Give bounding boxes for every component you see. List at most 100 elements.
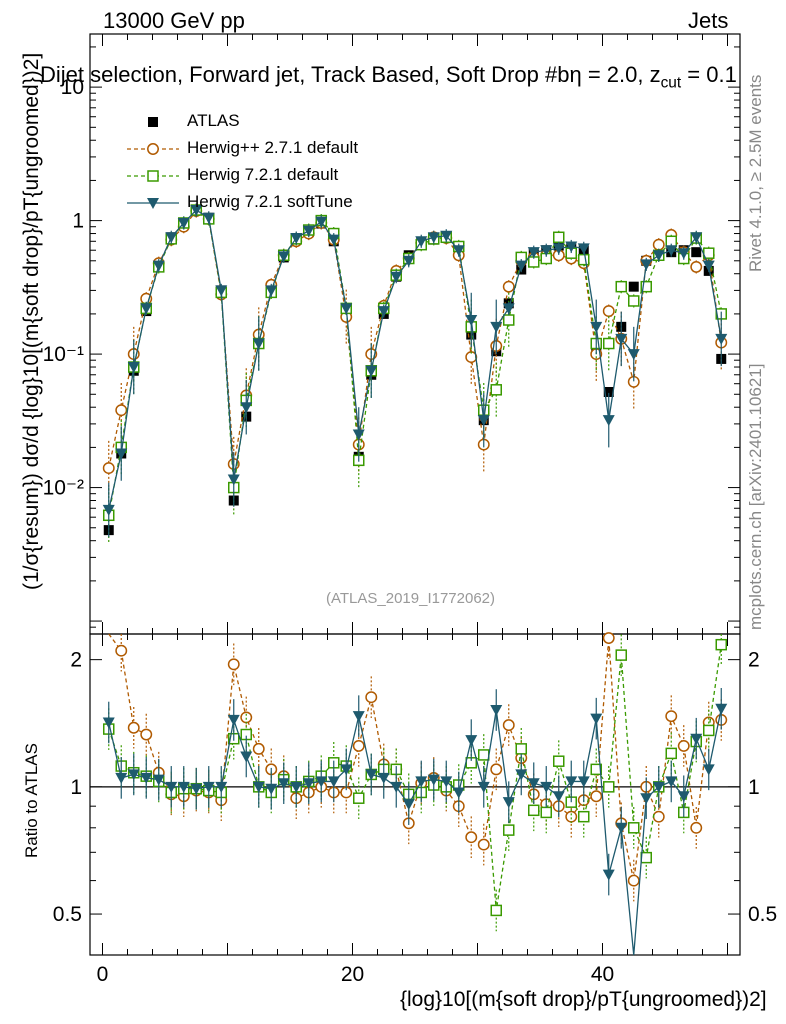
main-point <box>115 448 128 460</box>
legend-swatch <box>127 170 179 182</box>
main-line <box>108 210 722 469</box>
ratio-point <box>365 769 378 781</box>
ratio-point <box>615 649 627 661</box>
main-point <box>252 338 265 350</box>
axes-frame: 0 20 40 10⁻² 10⁻¹ 1 10 0.5 0.5 1 1 2 2 <box>43 33 777 986</box>
ratio-point <box>665 710 678 723</box>
main-point <box>691 247 702 258</box>
main-point <box>102 462 115 475</box>
main-point <box>702 260 715 272</box>
ratio-point <box>127 769 140 781</box>
main-point <box>603 337 615 350</box>
main-point <box>402 255 415 267</box>
ratio-panel-frame <box>89 633 741 956</box>
ratio-point <box>552 791 565 803</box>
ratio-point <box>590 790 603 803</box>
main-point <box>503 314 515 326</box>
legend-entry: Herwig 7.2.1 default <box>125 164 425 188</box>
main-point <box>377 306 390 318</box>
ratio-point <box>290 781 303 793</box>
ratio-point <box>465 735 478 747</box>
main-point <box>640 280 652 293</box>
ratio-point <box>265 783 278 795</box>
ratio-point <box>215 781 228 793</box>
main-point <box>552 243 565 255</box>
main-series-herwig-7-2-1-softtune <box>102 203 728 538</box>
ratio-y-tick-label-right: 0.5 <box>748 903 777 926</box>
main-point <box>652 250 665 262</box>
ratio-point <box>652 810 665 823</box>
main-point <box>265 285 278 297</box>
ratio-point <box>490 904 502 917</box>
ratio-point <box>502 797 515 809</box>
ratio-point <box>715 638 727 651</box>
legend-entry: Herwig++ 2.7.1 default <box>125 137 425 161</box>
main-point <box>690 232 703 244</box>
main-point <box>490 321 503 333</box>
main-point <box>477 415 490 427</box>
ratio-point <box>515 743 527 755</box>
ratio-point <box>590 713 603 725</box>
main-point <box>127 362 140 374</box>
ratio-point <box>353 792 365 804</box>
mcplots-credit-label: mcplots.cern.ch [arXiv:2401.10621] <box>746 363 765 630</box>
ratio-point <box>652 781 665 793</box>
main-point <box>427 232 440 244</box>
ratio-point <box>602 869 615 881</box>
main-point <box>627 349 640 361</box>
main-point <box>240 402 253 414</box>
main-y-axis-title: (1/σ{resum}) dσ/d {log}10[(m{soft drop}/… <box>20 52 43 590</box>
plot-title-eta: η <box>569 62 582 87</box>
legend-marker <box>147 198 159 209</box>
header-process: Jets <box>688 8 729 33</box>
ratio-point <box>202 781 215 793</box>
legend-marker <box>147 170 159 182</box>
ratio-line <box>108 644 722 911</box>
ratio-point <box>252 781 265 793</box>
legend-entry: ATLAS <box>125 110 425 134</box>
ratio-point <box>302 778 315 790</box>
ratio-y-tick-label: 1 <box>70 776 82 799</box>
ratio-point <box>503 824 515 836</box>
main-y-tick-label: 10 <box>61 76 84 99</box>
main-point <box>352 429 365 441</box>
main-point <box>553 231 565 244</box>
ratio-point <box>440 776 453 788</box>
legend-swatch <box>148 117 158 127</box>
main-point <box>227 474 240 486</box>
main-point <box>277 251 290 263</box>
plot-title: Dijet selection, Forward jet, Track Base… <box>40 62 737 92</box>
ratio-y-axis-title: Ratio to ATLAS <box>22 743 41 858</box>
main-point <box>590 321 603 333</box>
ratio-point <box>165 781 178 793</box>
main-point <box>515 260 528 272</box>
ratio-series-herwig-2-7-1-default <box>108 632 728 902</box>
ratio-point <box>603 781 615 793</box>
ratio-point <box>627 874 640 887</box>
ratio-point <box>127 721 140 734</box>
main-y-tick-label: 10⁻¹ <box>43 343 84 366</box>
main-point <box>140 303 153 315</box>
main-point <box>602 305 615 318</box>
ratio-point <box>703 724 715 737</box>
main-point <box>465 315 478 327</box>
legend-label: Herwig++ 2.7.1 default <box>187 138 359 157</box>
ratio-point <box>227 714 240 726</box>
main-point <box>715 333 728 345</box>
ratio-point <box>490 705 503 717</box>
plot-title-suffix: = 2.0, z <box>587 62 661 87</box>
ratio-y-tick-label: 2 <box>70 649 82 672</box>
rivet-version-label: Rivet 4.1.0, ≥ 2.5M events <box>746 74 765 272</box>
ratio-point <box>628 822 640 834</box>
main-y-tick-label: 1 <box>72 210 84 233</box>
ratio-point <box>415 776 428 788</box>
ratio-point <box>340 764 353 776</box>
ratio-point <box>477 838 490 851</box>
ratio-series-herwig-7-2-1-softtune <box>102 688 728 956</box>
legend-swatch <box>127 198 179 209</box>
main-point <box>302 225 315 237</box>
ratio-point <box>402 799 415 811</box>
main-point <box>190 205 203 217</box>
plot-title-main: Dijet selection, Forward jet, Track Base… <box>40 62 570 87</box>
